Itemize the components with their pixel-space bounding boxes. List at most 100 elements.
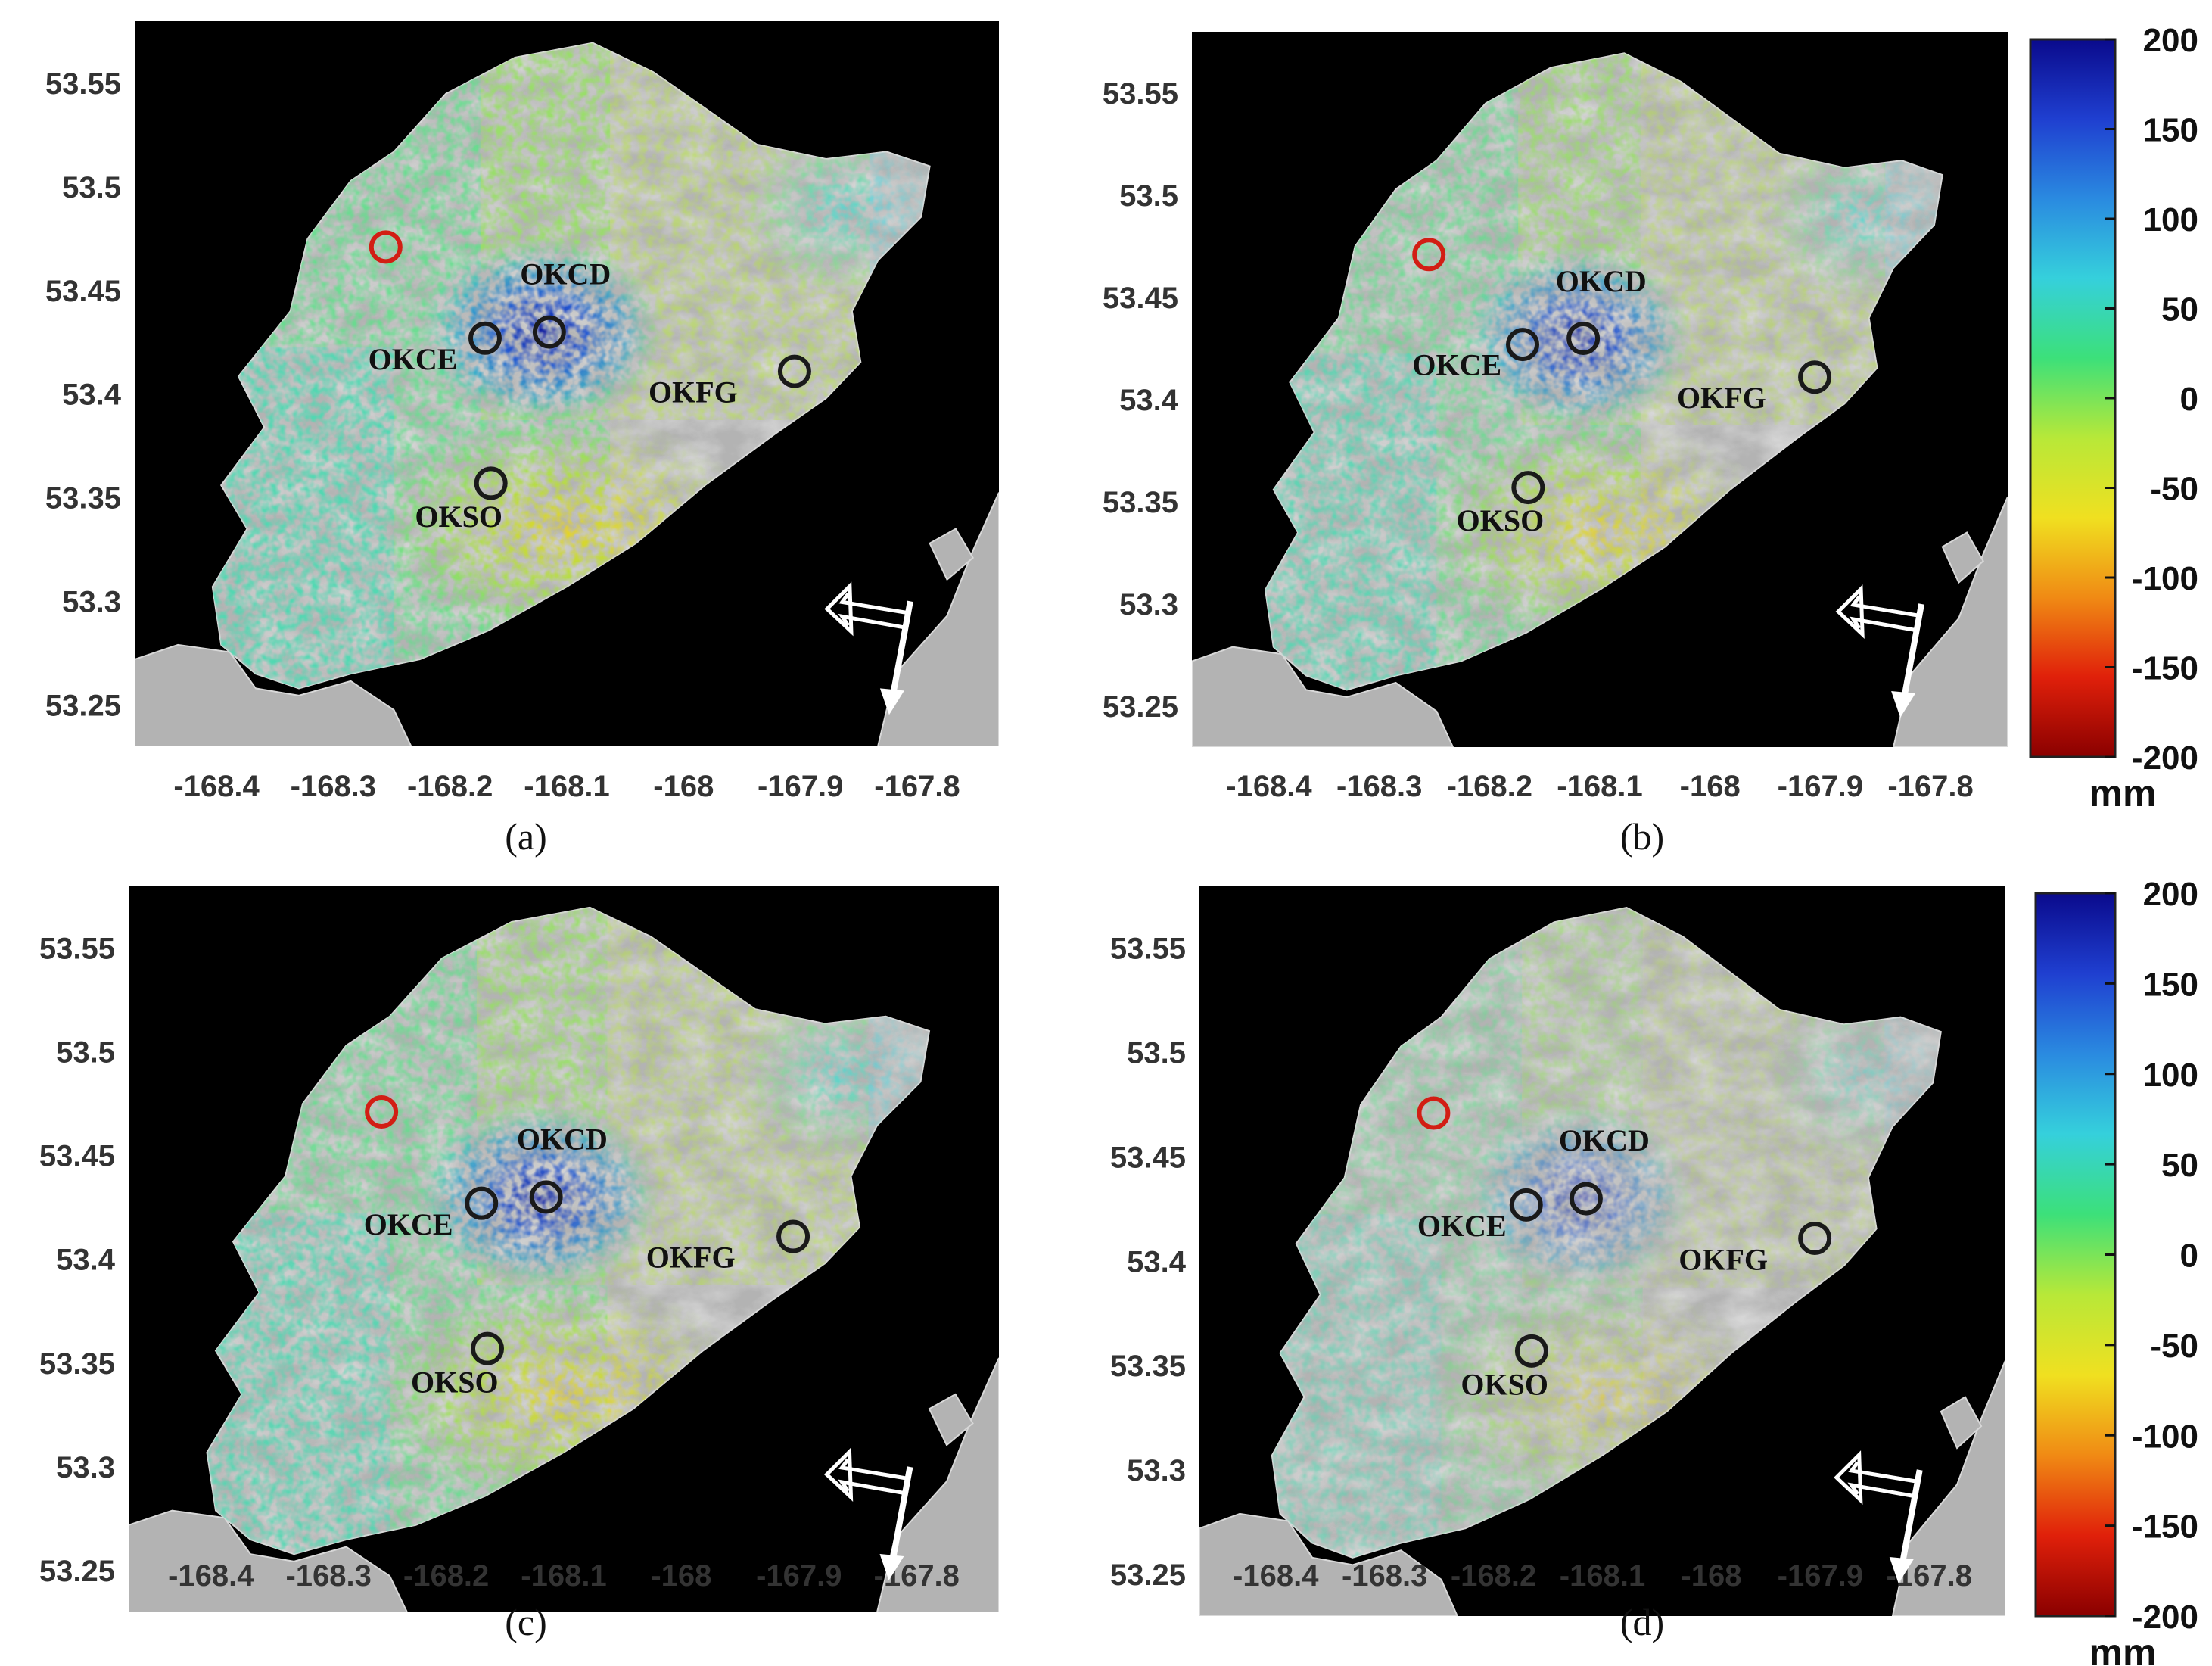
latitude-tick-labels: 53.55 53.5 53.45 53.4 53.35 53.3 53.25 (45, 67, 122, 722)
station-marker (468, 321, 502, 355)
lon-tick-label: -168.2 (1451, 1559, 1536, 1593)
station-label: OKCE (1412, 348, 1501, 382)
lat-tick-label: 53.45 (1110, 1141, 1186, 1174)
lon-tick-label: -167.9 (1778, 1559, 1863, 1593)
latitude-tick-labels: 53.55 53.5 53.45 53.4 53.35 53.3 53.25 (39, 932, 116, 1588)
lon-tick-label: -168.1 (524, 770, 609, 803)
look-direction-arrows (823, 1447, 913, 1580)
lon-tick-label: -168.4 (1226, 770, 1312, 803)
lon-tick-label: -168.1 (1560, 1559, 1645, 1593)
colorbar-unit: mm (2089, 1631, 2157, 1666)
look-direction-arrows (824, 581, 913, 715)
lat-tick-label: 53.3 (56, 1451, 115, 1484)
colorbar-tick-label: -50 (2150, 471, 2198, 508)
lon-tick-label: -168.4 (173, 770, 260, 803)
lat-tick-label: 53.55 (39, 932, 115, 965)
gps-station-okcd: OKCD (520, 257, 611, 349)
station-label: OKSO (411, 1365, 499, 1399)
lon-tick-label: -168.3 (1336, 770, 1422, 803)
station-marker (532, 315, 566, 349)
lat-tick-label: 53.55 (1103, 77, 1178, 111)
gps-station-okfg: OKFG (649, 354, 811, 409)
lat-tick-label: 53.5 (62, 171, 121, 204)
look-direction-arrows (1835, 584, 1925, 718)
lat-tick-label: 53.3 (1127, 1454, 1186, 1487)
lon-tick-label: -168.2 (403, 1559, 489, 1593)
panel-label: (b) (1620, 815, 1664, 858)
colorbar-tick-label: 200 (2143, 22, 2198, 59)
lat-tick-label: 53.45 (1103, 282, 1178, 315)
colorbar-tick-label: 0 (2180, 1238, 2198, 1275)
station-label: OKCE (364, 1207, 453, 1241)
station-marker (1506, 328, 1540, 362)
station-label: OKCD (520, 257, 611, 291)
station-label: OKCD (1559, 1123, 1650, 1157)
map-panel-b: -168.4 -168.3 -168.2 -168.1 -168 -167.9 -167.8… (1103, 32, 2008, 858)
lat-tick-label: 53.4 (56, 1244, 116, 1277)
look-direction-arrows (1834, 1450, 1923, 1583)
colorbar-tick-label: -200 (2132, 740, 2198, 777)
lon-tick-label: -168.2 (1447, 770, 1532, 803)
gps-station-okfg: OKFG (646, 1219, 810, 1275)
reference-point-marker (1417, 1096, 1451, 1130)
latitude-tick-labels: 53.55 53.5 53.45 53.4 53.35 53.3 53.25 (1103, 77, 1179, 724)
lon-tick-label: -168.3 (291, 770, 376, 803)
lat-tick-label: 53.35 (1103, 486, 1178, 519)
station-label: OKSO (1457, 503, 1545, 537)
station-marker (1798, 1221, 1832, 1255)
lon-tick-label: -167.9 (1778, 770, 1863, 803)
colorbar-tick-label: 150 (2143, 966, 2198, 1003)
map-panel-c: -168.4 -168.3 -168.2 -168.1 -168 -167.9 -167.8… (39, 886, 999, 1643)
station-marker (529, 1180, 563, 1214)
lat-tick-label: 53.4 (1127, 1245, 1187, 1278)
lon-tick-label: -168.1 (521, 1559, 606, 1593)
lon-tick-label: -167.9 (756, 1559, 842, 1593)
panel-label: (a) (505, 815, 547, 858)
colorbar-tick-label: -100 (2132, 560, 2198, 597)
station-marker (777, 354, 811, 388)
station-marker (465, 1186, 499, 1220)
longitude-tick-labels: -168.4 -168.3 -168.2 -168.1 -168 -167.9 -167.8 (173, 770, 960, 803)
gps-station-okso: OKSO (1457, 471, 1545, 537)
station-marker (1514, 1334, 1548, 1368)
longitude-tick-labels: -168.4 -168.3 -168.2 -168.1 -168 -167.9 -167.8 (1233, 1559, 1972, 1593)
gps-station-okcd: OKCD (1556, 264, 1647, 355)
colorbar-scale (2029, 38, 2117, 758)
lat-tick-label: 53.25 (1103, 690, 1178, 724)
reference-point-marker (369, 230, 403, 264)
colorbar-unit: mm (2089, 772, 2157, 814)
gps-station-okfg: OKFG (1677, 360, 1832, 415)
station-marker (474, 466, 508, 500)
lon-tick-label: -168.4 (1233, 1559, 1319, 1593)
lon-tick-label: -168 (651, 1559, 711, 1593)
lat-tick-label: 53.3 (1119, 588, 1178, 621)
map-panel-d: -168.4 -168.3 -168.2 -168.1 -168 -167.9 -167.8… (1110, 886, 2005, 1643)
lat-tick-label: 53.5 (1127, 1037, 1186, 1070)
lon-tick-label: -168.1 (1557, 770, 1642, 803)
lon-tick-label: -168.3 (285, 1559, 371, 1593)
station-label: OKFG (649, 375, 738, 409)
gps-station-okce: OKCE (364, 1186, 499, 1241)
colorbar-tick-label: -50 (2150, 1328, 2198, 1365)
gps-station-okfg: OKFG (1678, 1221, 1832, 1276)
lat-tick-label: 53.3 (62, 585, 121, 618)
station-label: OKCE (1417, 1209, 1507, 1243)
gps-station-okce: OKCE (369, 321, 502, 376)
latitude-tick-labels: 53.55 53.5 53.45 53.4 53.35 53.3 53.25 (1110, 933, 1187, 1592)
lat-tick-label: 53.25 (45, 689, 121, 722)
lon-tick-label: -167.8 (1887, 770, 1973, 803)
station-label: OKFG (1678, 1242, 1768, 1276)
colorbar-tick-label: 0 (2180, 381, 2198, 418)
longitude-tick-labels: -168.4 -168.3 -168.2 -168.1 -168 -167.9 -167.8 (168, 1559, 960, 1593)
gps-station-okcd: OKCD (1559, 1123, 1650, 1216)
lat-tick-label: 53.4 (62, 378, 122, 412)
gps-station-okso: OKSO (411, 1331, 504, 1399)
gps-station-okce: OKCE (1417, 1188, 1543, 1243)
station-marker (1509, 1188, 1543, 1222)
colorbar-tick-label: -150 (2132, 1509, 2198, 1546)
station-marker (776, 1219, 810, 1253)
station-marker (1798, 360, 1832, 394)
colorbar-tick-label: -200 (2132, 1599, 2198, 1636)
station-label: OKFG (646, 1241, 736, 1275)
